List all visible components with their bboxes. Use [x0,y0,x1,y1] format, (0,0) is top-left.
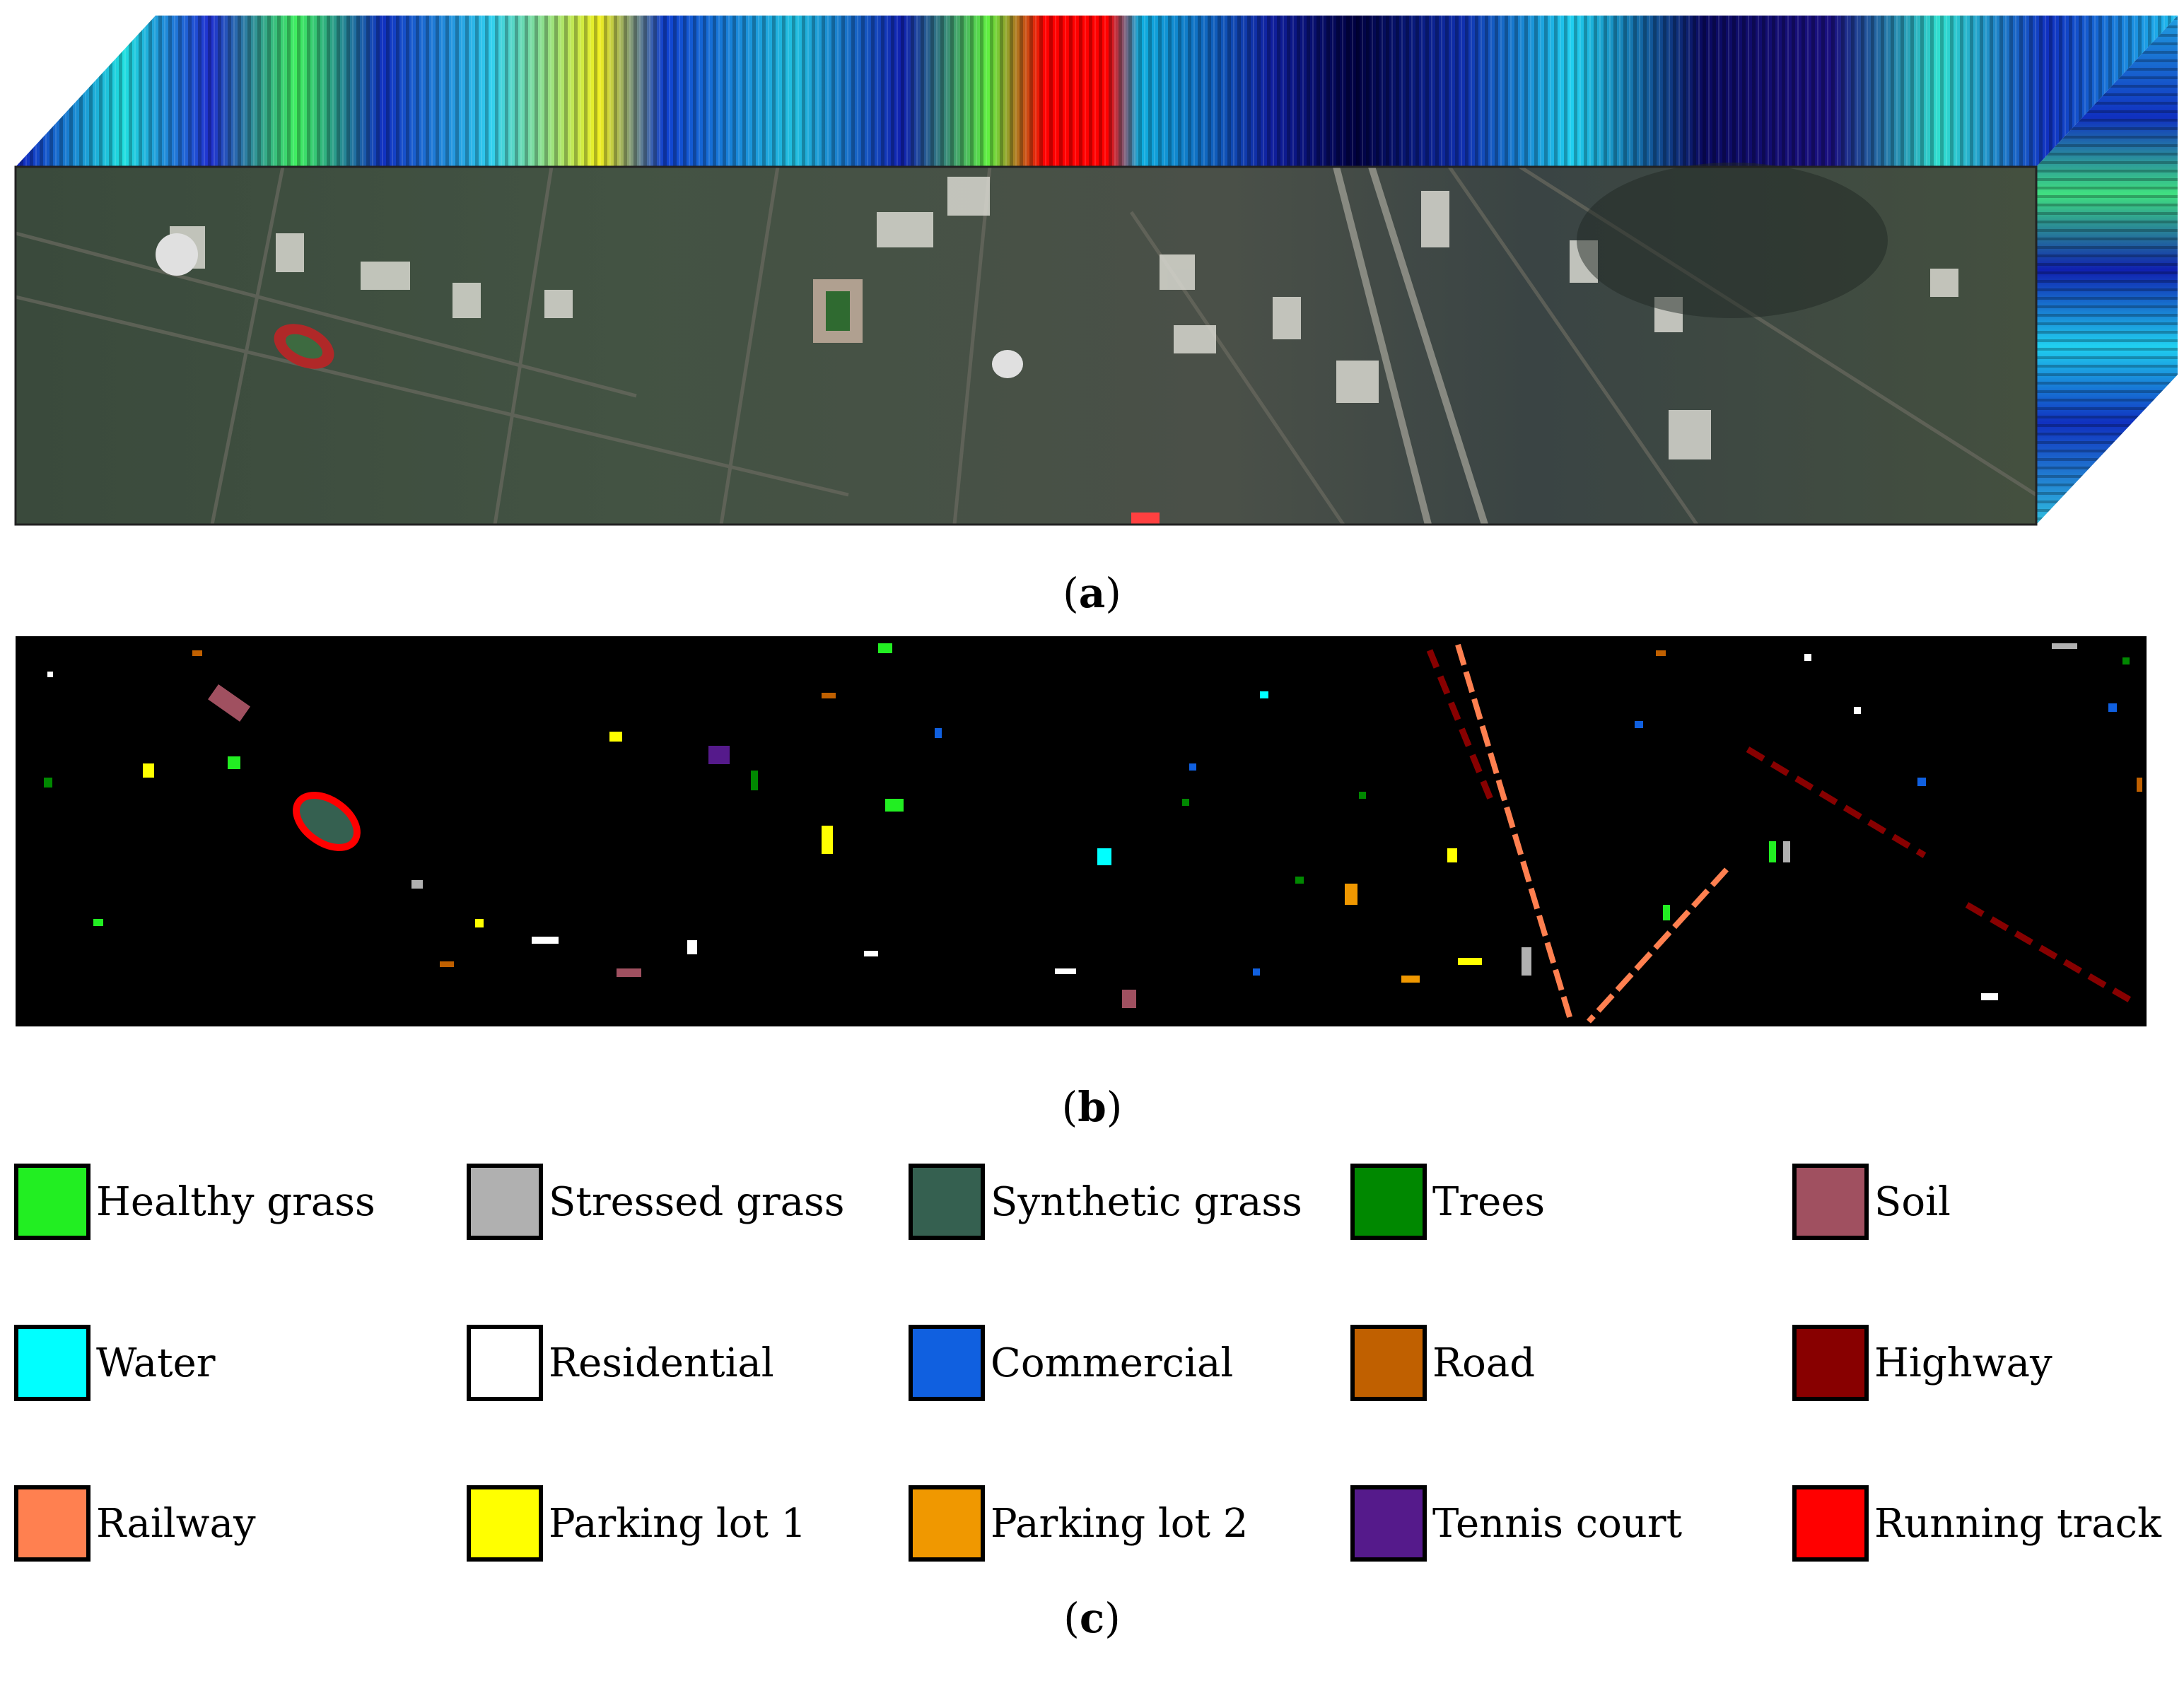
aerial-image-front-face [15,163,2038,526]
legend-label: Water [96,1340,216,1386]
legend-label: Synthetic grass [991,1178,1302,1225]
class-sample-marks [44,643,2142,1008]
legend-item-residential: Residential [467,1321,774,1405]
legend-item-parking-lot-1: Parking lot 1 [467,1481,806,1566]
legend-item-trees: Trees [1350,1159,1545,1244]
legend-label: Road [1432,1340,1536,1386]
legend-item-synthetic-grass: Synthetic grass [909,1159,1302,1244]
legend-label: Tennis court [1432,1500,1683,1547]
parking-lot-2-swatch [909,1485,985,1562]
legend-item-running-track: Running track [1792,1481,2161,1566]
healthy-grass-swatch [14,1164,90,1240]
legend-item-parking-lot-2: Parking lot 2 [909,1481,1248,1566]
legend-item-highway: Highway [1792,1321,2052,1405]
legend-label: Running track [1874,1500,2161,1547]
legend-label: Soil [1874,1178,1951,1225]
soil-swatch [1792,1164,1869,1240]
legend-label: Parking lot 1 [549,1500,807,1547]
railway-swatch [14,1485,90,1562]
legend-item-tennis-court: Tennis court [1350,1481,1682,1566]
legend-item-soil: Soil [1792,1159,1951,1244]
stressed-grass-swatch [467,1164,543,1240]
trees-swatch [1350,1164,1427,1240]
water-swatch [14,1325,90,1401]
running-track-swatch [1792,1485,1869,1562]
railway-class-marks [1455,643,1729,1024]
legend-item-road: Road [1350,1321,1535,1405]
legend-label: Commercial [991,1340,1234,1386]
highway-swatch [1792,1325,1869,1401]
legend-item-railway: Railway [14,1481,256,1566]
panel-b-caption: (b) [1061,1083,1123,1131]
legend-item-commercial: Commercial [909,1321,1233,1405]
legend-label: Residential [549,1340,774,1386]
running-track-mark [293,792,361,851]
class-legend: Healthy grass Stressed grass Synthetic g… [14,1159,2178,1569]
synthetic-grass-swatch [909,1164,985,1240]
legend-label: Healthy grass [96,1178,375,1225]
legend-label: Highway [1874,1340,2052,1386]
legend-item-water: Water [14,1321,216,1405]
legend-item-stressed-grass: Stressed grass [467,1159,845,1244]
legend-item-healthy-grass: Healthy grass [14,1159,375,1244]
legend-label: Trees [1432,1178,1546,1225]
legend-label: Stressed grass [549,1178,845,1225]
panel-c-caption: (c) [1063,1594,1121,1642]
panel-a-caption: (a) [1063,569,1121,617]
road-swatch [1350,1325,1427,1401]
legend-label: Parking lot 2 [991,1500,1249,1547]
legend-label: Railway [96,1500,256,1547]
residential-swatch [467,1325,543,1401]
parking-lot-1-swatch [467,1485,543,1562]
hyperspectral-cube-figure [14,16,2178,526]
commercial-swatch [909,1325,985,1401]
highway-class-marks [1426,649,2139,1007]
ground-truth-map [16,636,2147,1026]
tennis-court-swatch [1350,1485,1427,1562]
